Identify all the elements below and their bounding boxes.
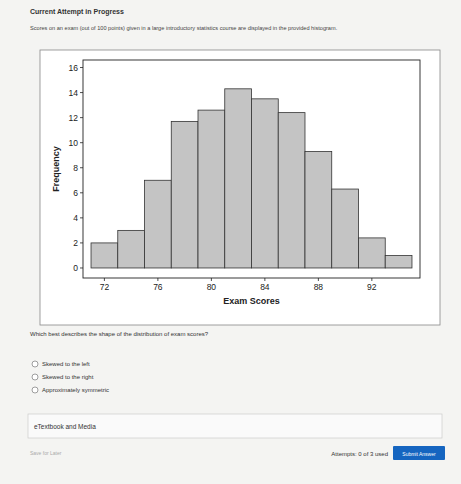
bar	[358, 238, 385, 268]
x-tick	[264, 278, 265, 281]
question: Which best describes the shape of the di…	[30, 331, 209, 337]
bar	[225, 89, 252, 268]
x-tick-label: 88	[314, 282, 324, 292]
y-tick	[80, 167, 83, 168]
x-tick-label: 84	[260, 282, 270, 292]
save-button[interactable]: Save for Later	[30, 450, 62, 456]
option[interactable]: Skewed to the right	[42, 374, 94, 380]
x-tick-label: 72	[100, 282, 110, 292]
submit-button[interactable]	[393, 446, 445, 460]
x-tick	[211, 278, 212, 281]
attempts: Attempts: 0 of 3 used	[331, 451, 388, 457]
y-tick-label: 4	[73, 213, 78, 223]
bar	[145, 180, 172, 268]
radio[interactable]	[32, 387, 38, 393]
y-tick-label: 10	[69, 138, 79, 148]
option[interactable]: Skewed to the left	[42, 361, 90, 367]
y-tick-label: 8	[73, 163, 78, 173]
page: Current Attempt in Progress Scores on an …	[0, 0, 461, 484]
y-tick	[80, 267, 83, 268]
y-tick-label: 16	[69, 63, 79, 73]
bar	[385, 255, 412, 268]
background	[0, 0, 461, 484]
y-tick	[80, 217, 83, 218]
x-tick	[157, 278, 158, 281]
bar	[332, 189, 359, 268]
x-tick-label: 76	[153, 282, 163, 292]
prompt: Scores on an exam (out of 100 points) gi…	[30, 25, 338, 31]
x-tick-label: 80	[207, 282, 217, 292]
x-axis-label: Exam Scores	[223, 296, 280, 306]
y-tick	[80, 92, 83, 93]
y-axis-label: Frequency	[51, 146, 61, 192]
y-tick	[80, 192, 83, 193]
figure	[40, 50, 440, 325]
y-tick-label: 2	[73, 238, 78, 248]
bars	[91, 89, 412, 268]
media-panel	[28, 414, 442, 438]
media-link[interactable]: eTextbook and Media	[34, 423, 96, 430]
header: Current Attempt in Progress	[30, 8, 124, 16]
y-tick-label: 6	[73, 188, 78, 198]
y-tick-label: 12	[69, 113, 79, 123]
y-tick	[80, 142, 83, 143]
bar	[305, 151, 332, 268]
bar	[252, 99, 279, 268]
option[interactable]: Approximately symmetric	[42, 387, 109, 393]
x-tick	[104, 278, 105, 281]
x-tick-label: 92	[367, 282, 377, 292]
bar	[198, 110, 225, 268]
radio[interactable]	[32, 374, 38, 380]
bar	[171, 121, 198, 268]
y-tick	[80, 117, 83, 118]
x-tick	[371, 278, 372, 281]
submit-label[interactable]: Submit Answer	[402, 451, 436, 457]
bar	[91, 243, 118, 268]
plot-frame	[83, 60, 420, 278]
radio[interactable]	[32, 361, 38, 367]
y-tick-label: 0	[73, 263, 78, 273]
bar	[118, 230, 145, 268]
y-tick	[80, 67, 83, 68]
y-tick-label: 14	[69, 88, 79, 98]
x-tick	[318, 278, 319, 281]
y-tick	[80, 242, 83, 243]
bar	[278, 113, 305, 268]
